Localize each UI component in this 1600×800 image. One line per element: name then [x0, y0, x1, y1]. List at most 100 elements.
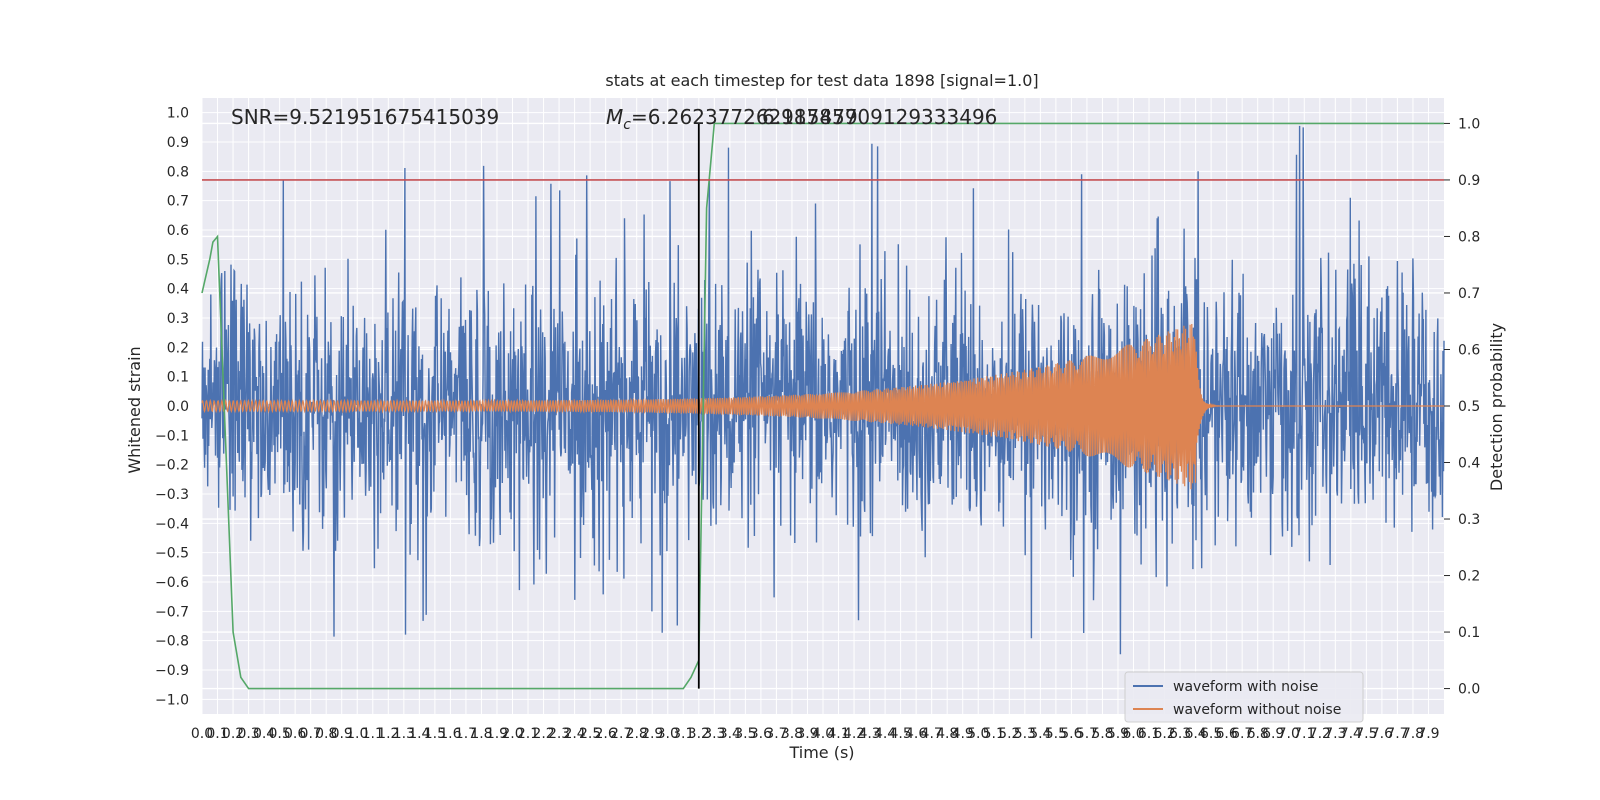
x-tick-label: 3.0 [657, 726, 679, 742]
series-detection-probability [201, 122, 1444, 690]
x-tick-label: 1.4 [408, 726, 430, 742]
x-tick-label: 2.6 [595, 726, 617, 742]
x-tick-label: 0.9 [331, 726, 353, 742]
y-tick-label: 1.0 [167, 106, 189, 122]
series-waveform-without-noise [201, 323, 1444, 490]
x-tick-label: 3.4 [719, 726, 741, 742]
y2-tick-label: 0.1 [1458, 625, 1480, 641]
x-tick-label: 4.4 [874, 726, 896, 742]
x-tick-label: 1.0 [346, 726, 368, 742]
mc-subscript: c [623, 117, 631, 133]
x-tick-label: 2.7 [610, 726, 632, 742]
x-tick-label: 3.5 [734, 726, 756, 742]
legend-box [1124, 671, 1364, 723]
x-tick-label: 3.6 [750, 726, 772, 742]
y2-tick-label: 0.8 [1458, 229, 1480, 245]
y-tick-label: 0.0 [167, 399, 189, 415]
x-tick-label: 7.1 [1293, 726, 1315, 742]
x-tick-label: 1.6 [439, 726, 461, 742]
x-tick-label: 0.3 [237, 726, 259, 742]
x-tick-label: 7.8 [1402, 726, 1424, 742]
x-tick-label: 1.2 [377, 726, 399, 742]
x-tick-label: 2.9 [641, 726, 663, 742]
x-tick-label: 3.9 [796, 726, 818, 742]
x-tick-label: 5.4 [1029, 726, 1051, 742]
x-tick-label: 1.7 [455, 726, 477, 742]
x-tick-label: 0.5 [268, 726, 290, 742]
x-tick-label: 7.2 [1309, 726, 1331, 742]
x-tick-label: 1.1 [362, 726, 384, 742]
x-tick-label: 6.4 [1184, 726, 1206, 742]
overlap-annotation: 6.98785709129333496 [762, 105, 997, 129]
x-tick-label: 0.7 [300, 726, 322, 742]
x-tick-label: 1.3 [393, 726, 415, 742]
y-tick-label: 0.1 [167, 370, 189, 386]
y-tick-label: 0.5 [167, 252, 189, 268]
ticks: 0.00.10.20.30.40.50.60.70.80.91.01.11.21… [155, 106, 1480, 742]
x-tick-label: 7.4 [1340, 726, 1362, 742]
x-tick-label: 7.5 [1355, 726, 1377, 742]
y2-axis-label: Detection probability [1487, 323, 1506, 491]
x-tick-label: 4.2 [843, 726, 865, 742]
legend-label-clean: waveform without noise [1173, 702, 1341, 718]
x-tick-label: 1.5 [424, 726, 446, 742]
x-tick-label: 4.7 [921, 726, 943, 742]
y-tick-label: 0.4 [167, 282, 189, 298]
x-tick-label: 5.5 [1045, 726, 1067, 742]
y2-tick-label: 0.6 [1458, 342, 1480, 358]
x-tick-label: 0.0 [191, 726, 213, 742]
mc-value: =6.262377262115479 [631, 105, 858, 129]
y2-tick-label: 0.0 [1458, 682, 1480, 698]
y2-tick-label: 0.5 [1458, 399, 1480, 415]
x-tick-label: 1.9 [486, 726, 508, 742]
y2-tick-label: 0.7 [1458, 286, 1480, 302]
y-tick-label: −0.5 [155, 546, 189, 562]
x-tick-label: 2.5 [579, 726, 601, 742]
y-tick-label: −0.6 [155, 575, 189, 591]
x-tick-label: 4.8 [936, 726, 958, 742]
y-tick-label: −0.7 [155, 604, 189, 620]
y-tick-label: 0.8 [167, 164, 189, 180]
x-axis-label: Time (s) [788, 743, 854, 762]
x-tick-label: 5.6 [1060, 726, 1082, 742]
x-tick-label: 6.6 [1216, 726, 1238, 742]
overlays [202, 123, 1444, 689]
x-tick-label: 0.6 [284, 726, 306, 742]
y-tick-label: 0.2 [167, 340, 189, 356]
x-tick-label: 0.1 [206, 726, 228, 742]
y2-tick-label: 1.0 [1458, 116, 1480, 132]
y2-tick-label: 0.9 [1458, 173, 1480, 189]
x-tick-label: 4.0 [812, 726, 834, 742]
y-tick-label: 0.9 [167, 135, 189, 151]
x-tick-label: 6.2 [1153, 726, 1175, 742]
y-tick-label: −0.8 [155, 634, 189, 650]
x-tick-label: 6.0 [1122, 726, 1144, 742]
x-tick-label: 2.2 [532, 726, 554, 742]
x-tick-label: 5.0 [967, 726, 989, 742]
y-tick-label: −0.3 [155, 487, 189, 503]
x-tick-label: 5.9 [1107, 726, 1129, 742]
x-tick-label: 0.8 [315, 726, 337, 742]
x-tick-label: 6.5 [1200, 726, 1222, 742]
x-tick-label: 5.8 [1091, 726, 1113, 742]
legend-label-noise: waveform with noise [1173, 679, 1318, 695]
x-tick-label: 7.6 [1371, 726, 1393, 742]
x-tick-label: 7.3 [1324, 726, 1346, 742]
x-tick-label: 7.7 [1386, 726, 1408, 742]
x-tick-label: 2.4 [563, 726, 585, 742]
probability-line [201, 122, 1444, 690]
y-tick-label: 0.7 [167, 194, 189, 210]
x-tick-label: 6.7 [1231, 726, 1253, 742]
mc-annotation: Mc=6.262377262115479 [606, 105, 858, 133]
clean-line [201, 323, 1444, 490]
y-tick-label: −1.0 [155, 692, 189, 708]
x-tick-label: 3.1 [672, 726, 694, 742]
x-tick-label: 4.9 [952, 726, 974, 742]
x-tick-label: 2.8 [626, 726, 648, 742]
x-tick-label: 0.2 [222, 726, 244, 742]
x-tick-label: 6.1 [1138, 726, 1160, 742]
y-tick-label: −0.2 [155, 458, 189, 474]
x-tick-label: 5.2 [998, 726, 1020, 742]
x-tick-label: 4.3 [858, 726, 880, 742]
